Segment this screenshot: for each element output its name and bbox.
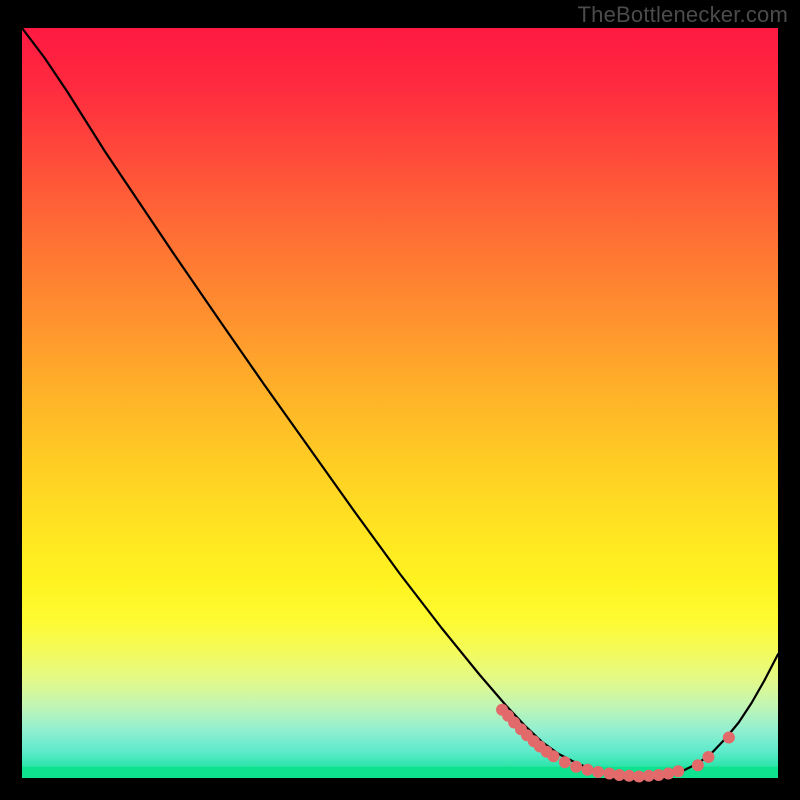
curve-marker bbox=[571, 761, 582, 772]
curve-marker bbox=[663, 768, 674, 779]
bottleneck-plot bbox=[0, 0, 800, 800]
curve-marker bbox=[614, 770, 625, 781]
plot-background bbox=[22, 28, 778, 778]
curve-marker bbox=[723, 732, 734, 743]
watermark-text: TheBottlenecker.com bbox=[578, 2, 788, 28]
curve-marker bbox=[582, 764, 593, 775]
curve-marker bbox=[653, 770, 664, 781]
curve-marker bbox=[673, 766, 684, 777]
curve-marker bbox=[692, 760, 703, 771]
curve-marker bbox=[604, 768, 615, 779]
curve-marker bbox=[624, 770, 635, 781]
curve-marker bbox=[593, 767, 604, 778]
curve-marker bbox=[559, 757, 570, 768]
curve-marker bbox=[703, 752, 714, 763]
curve-marker bbox=[633, 771, 644, 782]
curve-marker bbox=[548, 751, 559, 762]
curve-marker bbox=[643, 770, 654, 781]
